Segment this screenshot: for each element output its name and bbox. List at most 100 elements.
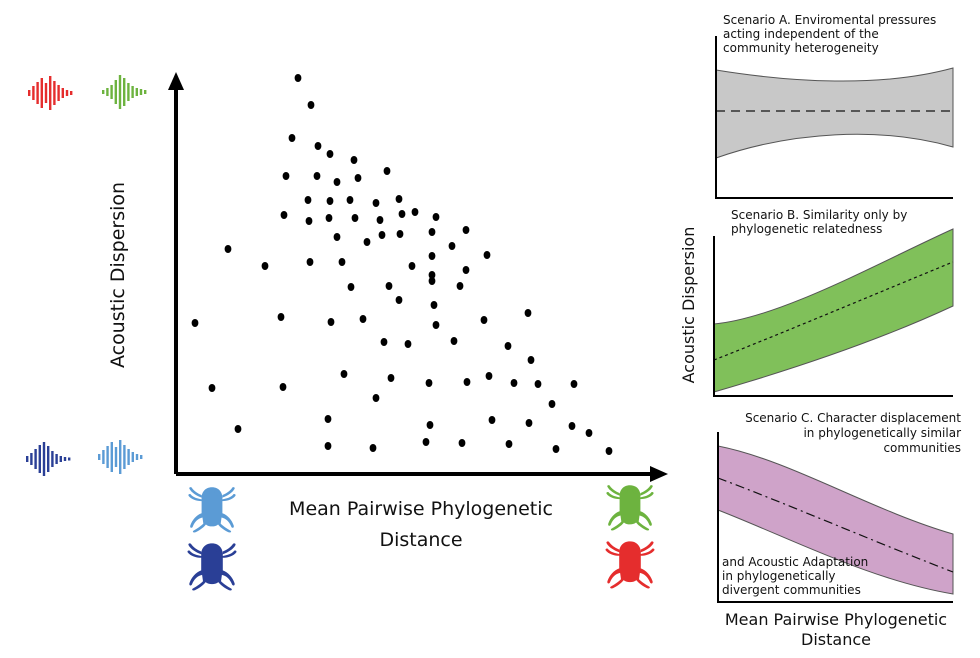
soundwave-bar	[36, 82, 39, 104]
scatter-point	[376, 216, 384, 224]
soundwave-bar	[144, 90, 147, 94]
soundwave-bar	[140, 455, 143, 459]
scatter-point	[346, 196, 354, 204]
soundwave-bar	[102, 90, 105, 94]
scatter-point	[351, 214, 359, 222]
soundwave-bar	[118, 75, 122, 109]
soundwave-bar	[30, 453, 33, 465]
soundwave-bar	[44, 83, 48, 103]
red-frog-icon	[605, 541, 655, 589]
scatter-point	[524, 309, 532, 317]
soundwave-bar	[68, 457, 71, 461]
green-frog-icon	[606, 485, 654, 531]
scatter-point	[191, 319, 199, 327]
panels-x-axis-label-line1: Mean Pairwise Phylogenetic	[725, 610, 947, 629]
scatter-point	[548, 400, 556, 408]
scatter-point	[426, 421, 434, 429]
scatter-point	[372, 394, 380, 402]
panel-c-note-line3: divergent communities	[722, 583, 861, 597]
soundwave-bar	[65, 90, 69, 96]
scatter-point	[378, 231, 386, 239]
panel-c-note-line2: in phylogenetically	[722, 569, 836, 583]
scatter-point	[359, 315, 367, 323]
soundwave-bar	[106, 88, 109, 96]
soundwave-bar	[110, 85, 113, 99]
scatter-point	[305, 217, 313, 225]
panel-b: Scenario B. Similarity only by phylogene…	[713, 208, 954, 397]
main-y-arrowhead	[168, 72, 184, 90]
scatter-point	[363, 238, 371, 246]
soundwave-bar	[127, 449, 130, 465]
scatter-point	[510, 379, 518, 387]
green-soundwave-icon	[102, 75, 147, 109]
panel-c-axes	[717, 432, 953, 603]
scatter-point	[425, 379, 433, 387]
soundwave-bar	[34, 449, 37, 469]
scatter-point	[505, 440, 513, 448]
soundwave-bar	[119, 440, 122, 474]
panel-b-trend-line	[713, 261, 954, 361]
scatter-point	[387, 374, 395, 382]
scatter-point	[304, 196, 312, 204]
scatter-point	[525, 419, 533, 427]
soundwave-bar	[114, 80, 117, 104]
scatter-point	[398, 210, 406, 218]
scatter-point	[570, 380, 578, 388]
panel-a-title-line2: acting independent of the	[723, 27, 879, 41]
scatter-point	[326, 197, 334, 205]
dark-blue-frog-icon	[187, 543, 237, 591]
soundwave-bar	[55, 454, 58, 464]
soundwave-bar	[40, 78, 43, 108]
panel-b-axes	[713, 236, 953, 397]
scatter-point	[224, 245, 232, 253]
panel-c-title-line1: Scenario C. Character displacement	[745, 411, 961, 425]
scatter-points	[191, 74, 613, 455]
panel-c-title-line3: communities	[883, 441, 961, 455]
scatter-point	[340, 370, 348, 378]
dark-blue-soundwave-icon	[26, 442, 71, 476]
scatter-point	[338, 258, 346, 266]
scatter-point	[552, 445, 560, 453]
panel-c: Scenario C. Character displacement in ph…	[717, 411, 961, 603]
main-x-axis-label-line2: Distance	[379, 529, 462, 551]
panel-b-title-line2: phylogenetic relatedness	[731, 222, 882, 236]
scatter-point	[326, 150, 334, 158]
scatter-point	[372, 199, 380, 207]
scatter-point	[527, 356, 535, 364]
scatter-point	[585, 429, 593, 437]
main-axes	[174, 88, 652, 476]
scatter-point	[324, 415, 332, 423]
scatter-point	[485, 372, 493, 380]
soundwave-bar	[59, 456, 62, 462]
scatter-point	[463, 378, 471, 386]
scatter-point	[333, 178, 341, 186]
main-y-axis-label: Acoustic Dispersion	[107, 182, 129, 368]
panels-y-axis-label: Acoustic Dispersion	[679, 227, 698, 384]
scatter-point	[450, 337, 458, 345]
soundwave-bar	[110, 442, 113, 472]
soundwave-bar	[70, 91, 73, 95]
soundwave-bar	[51, 451, 54, 467]
scatter-point	[234, 425, 242, 433]
soundwave-bar	[123, 78, 126, 106]
scatter-point	[488, 416, 496, 424]
scatter-point	[369, 444, 377, 452]
panel-a-title-line1: Scenario A. Enviromental pressures	[723, 13, 936, 27]
soundwave-bar	[102, 450, 105, 464]
scatter-point	[282, 172, 290, 180]
soundwave-bar	[61, 88, 64, 98]
scatter-point	[313, 172, 321, 180]
scatter-point	[480, 316, 488, 324]
scatter-point	[208, 384, 216, 392]
scatter-point	[307, 101, 315, 109]
scatter-point	[294, 74, 302, 82]
panel-a: Scenario A. Enviromental pressures actin…	[715, 13, 954, 199]
scatter-point	[314, 142, 322, 150]
scatter-point	[458, 439, 466, 447]
light-blue-frog-icon	[188, 487, 236, 533]
scatter-point	[280, 211, 288, 219]
panels-x-axis-label-line2: Distance	[801, 630, 871, 649]
soundwave-bar	[57, 85, 60, 101]
scatter-point	[456, 282, 464, 290]
scatter-point	[396, 230, 404, 238]
